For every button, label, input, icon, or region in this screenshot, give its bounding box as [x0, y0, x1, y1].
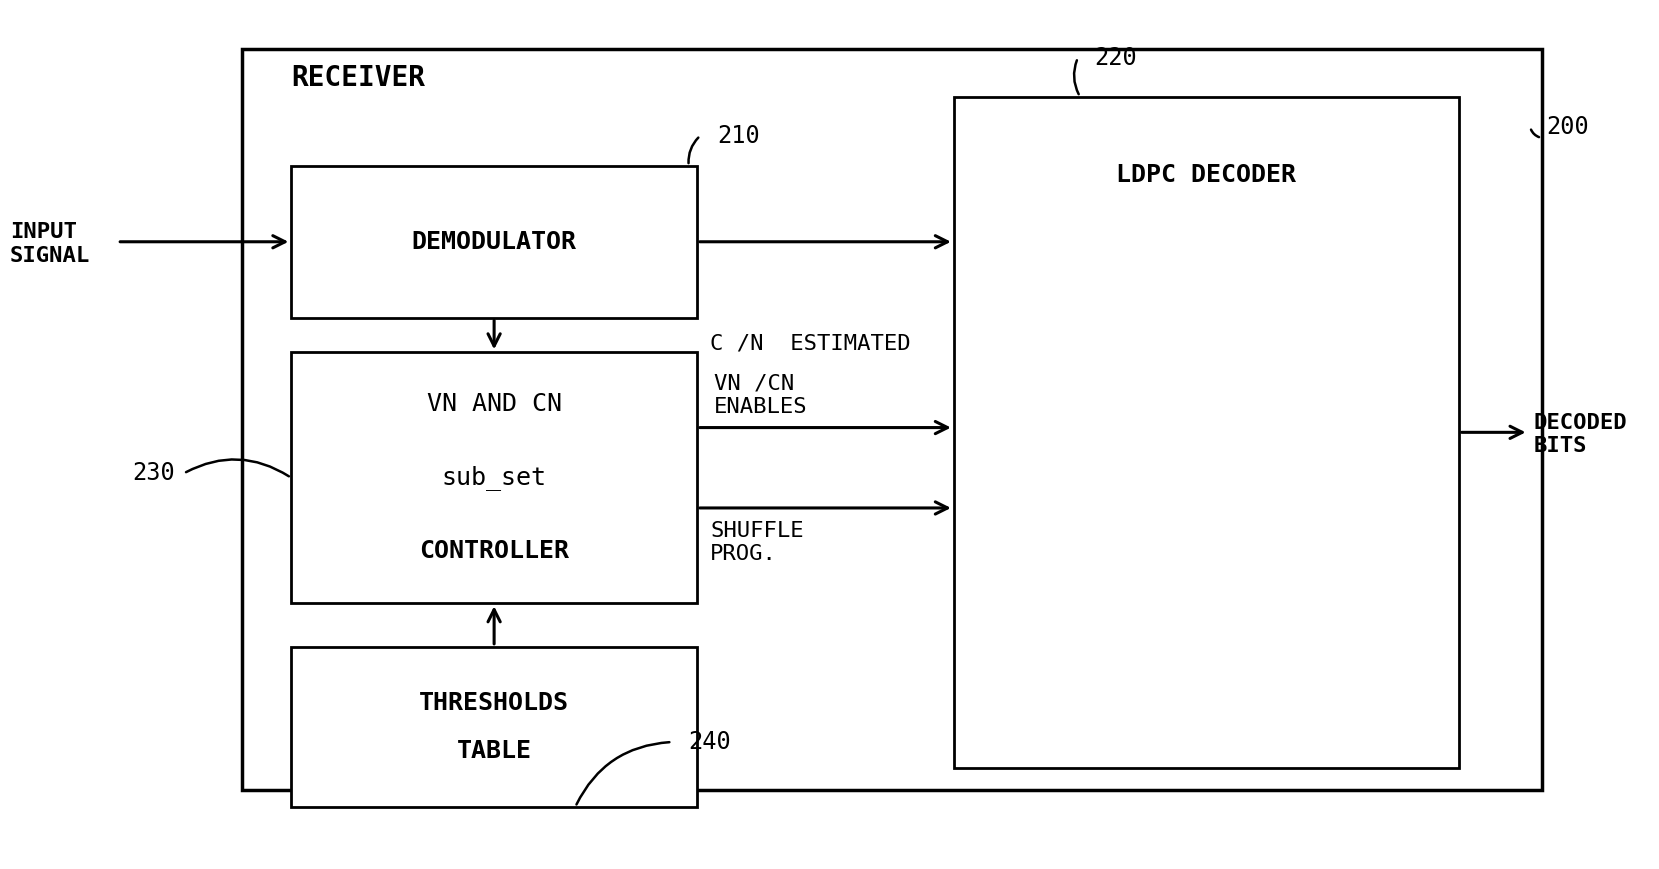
Text: 200: 200 — [1546, 115, 1589, 139]
Text: CONTROLLER: CONTROLLER — [420, 540, 569, 563]
Text: VN /CN
ENABLES: VN /CN ENABLES — [713, 374, 808, 417]
Text: DEMODULATOR: DEMODULATOR — [411, 229, 577, 254]
Text: C /N  ESTIMATED: C /N ESTIMATED — [710, 334, 911, 354]
FancyBboxPatch shape — [954, 96, 1458, 768]
Text: VN AND CN: VN AND CN — [426, 392, 562, 416]
FancyBboxPatch shape — [292, 647, 697, 807]
Text: DECODED
BITS: DECODED BITS — [1533, 413, 1627, 456]
Text: 230: 230 — [133, 461, 176, 486]
Text: 210: 210 — [717, 123, 760, 148]
FancyBboxPatch shape — [292, 166, 697, 317]
FancyBboxPatch shape — [242, 49, 1541, 790]
Text: SHUFFLE
PROG.: SHUFFLE PROG. — [710, 521, 805, 564]
Text: LDPC DECODER: LDPC DECODER — [1117, 163, 1296, 187]
Text: TABLE: TABLE — [456, 739, 531, 763]
Text: sub_set: sub_set — [441, 465, 546, 490]
Text: RECEIVER: RECEIVER — [292, 64, 425, 92]
Text: THRESHOLDS: THRESHOLDS — [420, 691, 569, 715]
FancyBboxPatch shape — [292, 352, 697, 603]
Text: INPUT
SIGNAL: INPUT SIGNAL — [10, 222, 90, 266]
Text: 240: 240 — [688, 730, 732, 754]
Text: 220: 220 — [1095, 46, 1138, 70]
